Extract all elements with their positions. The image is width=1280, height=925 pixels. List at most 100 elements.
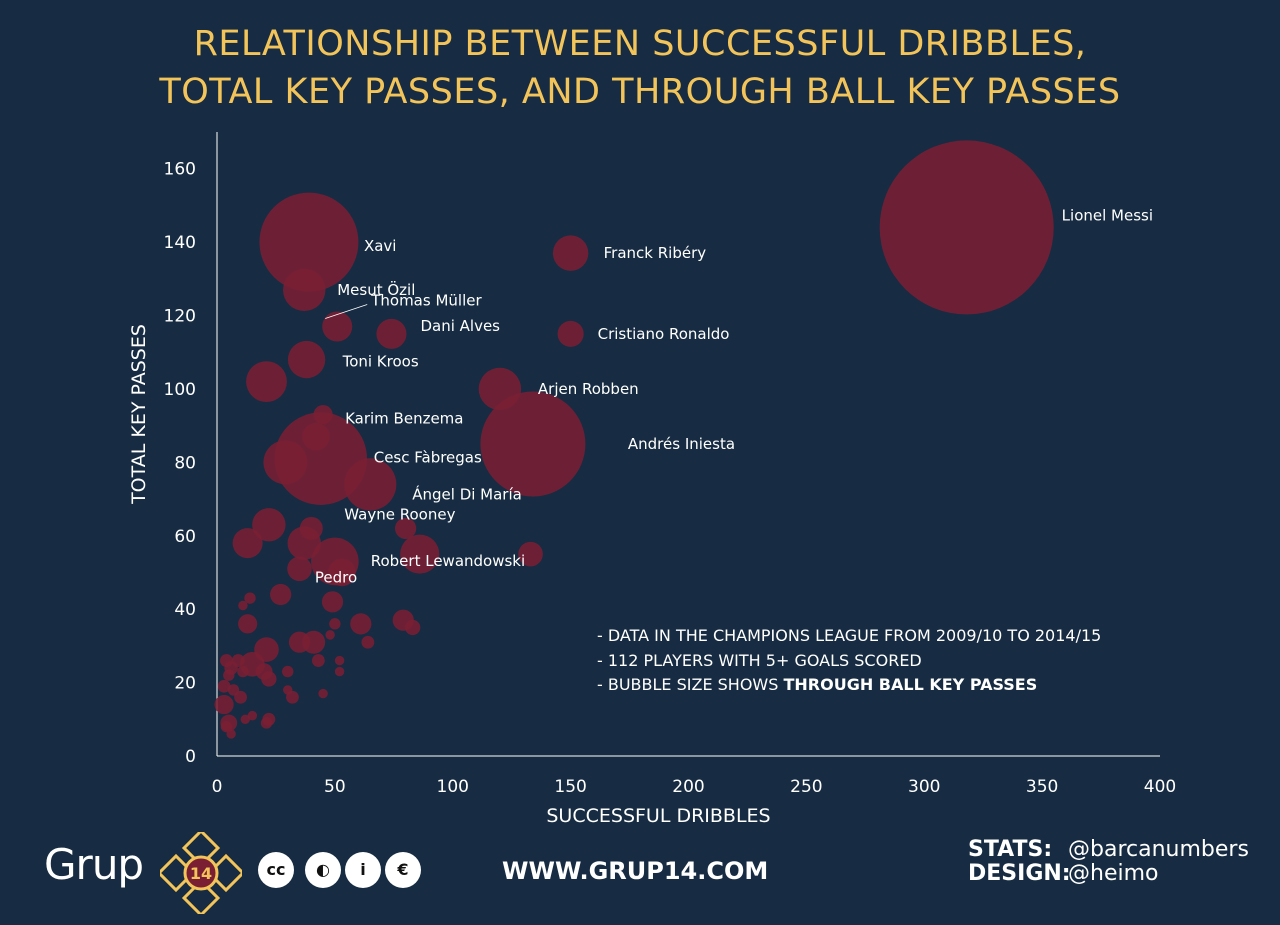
- bubble[interactable]: [252, 508, 286, 542]
- stats-handle[interactable]: @barcanumbers: [1068, 837, 1249, 862]
- bubble-label: Lionel Messi: [1062, 206, 1153, 224]
- x-tick-label: 400: [1144, 777, 1176, 797]
- bubble[interactable]: [361, 635, 375, 649]
- cc-icon: cc: [258, 852, 294, 888]
- grup14-badge-icon: 14: [160, 832, 242, 914]
- bubble-cesc-f-bregas[interactable]: [274, 412, 367, 505]
- bubble-pedro[interactable]: [311, 537, 359, 586]
- note-line-3-prefix: - BUBBLE SIZE SHOWS: [597, 675, 784, 694]
- y-axis-title: TOTAL KEY PASSES: [128, 324, 150, 505]
- bubble-label: Mesut Özil: [337, 280, 415, 299]
- x-tick-label: 200: [672, 777, 704, 797]
- bubble-label: Andrés Iniesta: [628, 435, 735, 453]
- bubble[interactable]: [282, 665, 294, 678]
- bubble[interactable]: [232, 528, 263, 559]
- bubble[interactable]: [237, 665, 249, 678]
- bubble-label: Arjen Robben: [538, 380, 639, 398]
- bubble-label: Thomas Müller: [370, 292, 482, 310]
- design-label: DESIGN:: [968, 861, 1071, 886]
- bubble-label: Robert Lewandowski: [371, 552, 525, 570]
- bubble-label: Karim Benzema: [345, 410, 463, 428]
- note-line-3-bold: THROUGH BALL KEY PASSES: [783, 675, 1038, 694]
- bubble-mesut-zil[interactable]: [283, 268, 326, 312]
- design-handle[interactable]: @heimo: [1068, 861, 1159, 886]
- bubble[interactable]: [318, 688, 328, 699]
- stats-label: STATS:: [968, 837, 1053, 862]
- bubble[interactable]: [246, 361, 287, 402]
- bubble[interactable]: [288, 631, 311, 653]
- grup-logo-text: Grup: [44, 840, 144, 889]
- bubble--ngel-di-mar-a[interactable]: [344, 458, 397, 511]
- bubble[interactable]: [217, 679, 231, 693]
- bubble[interactable]: [311, 654, 325, 667]
- leader-line: [325, 304, 368, 319]
- note-line-2: - 112 PLAYERS WITH 5+ GOALS SCORED: [597, 651, 922, 670]
- y-tick-label: 160: [164, 160, 196, 180]
- y-tick-label: 120: [164, 307, 196, 327]
- website-link[interactable]: WWW.GRUP14.COM: [502, 857, 769, 885]
- x-tick-label: 100: [437, 777, 469, 797]
- x-tick-label: 150: [554, 777, 586, 797]
- bubble-toni-kroos[interactable]: [287, 340, 326, 379]
- bubble[interactable]: [240, 714, 250, 724]
- bubble[interactable]: [261, 671, 277, 687]
- bubble-label: Ángel Di María: [412, 484, 522, 503]
- note-line-3: - BUBBLE SIZE SHOWS THROUGH BALL KEY PAS…: [597, 675, 1037, 694]
- by-icon: ◐: [305, 852, 341, 888]
- bubble-lionel-messi[interactable]: [879, 140, 1054, 315]
- bubble-label: Toni Kroos: [342, 353, 419, 371]
- bubble-label: Cristiano Ronaldo: [598, 325, 730, 343]
- x-tick-label: 0: [212, 777, 223, 797]
- bubble-karim-benzema[interactable]: [313, 405, 333, 425]
- bubble[interactable]: [518, 541, 543, 567]
- bubble-label: Dani Alves: [420, 317, 500, 335]
- bubble[interactable]: [325, 630, 335, 640]
- bubble[interactable]: [270, 583, 292, 606]
- bubble[interactable]: [321, 591, 344, 613]
- bubble-arjen-robben[interactable]: [478, 367, 522, 411]
- bubble-label: Franck Ribéry: [604, 244, 707, 262]
- bubble[interactable]: [226, 729, 236, 739]
- bubble[interactable]: [247, 710, 258, 721]
- bubble-layer: [214, 140, 1054, 739]
- bubble-andr-s-iniesta[interactable]: [480, 391, 586, 497]
- bubble[interactable]: [329, 618, 341, 630]
- bubble[interactable]: [220, 720, 233, 733]
- bubble-franck-rib-ry[interactable]: [552, 235, 589, 271]
- bubble[interactable]: [350, 613, 372, 635]
- bubble[interactable]: [287, 556, 312, 582]
- x-tick-label: 250: [790, 777, 822, 797]
- bubble[interactable]: [214, 695, 234, 715]
- bubble-robert-lewandowski[interactable]: [400, 534, 440, 574]
- bubble[interactable]: [334, 666, 345, 677]
- bubble[interactable]: [286, 690, 299, 704]
- bubble[interactable]: [244, 592, 256, 604]
- y-tick-label: 100: [164, 380, 196, 400]
- bubble-cristiano-ronaldo[interactable]: [557, 320, 584, 347]
- bubble[interactable]: [238, 600, 248, 611]
- bubble-thomas-m-ller[interactable]: [322, 311, 353, 342]
- bubble[interactable]: [334, 655, 345, 666]
- y-tick-label: 0: [185, 747, 196, 767]
- bubble-dani-alves[interactable]: [376, 318, 407, 349]
- bubble-xavi[interactable]: [259, 192, 359, 292]
- bubble-wayne-rooney[interactable]: [299, 516, 323, 540]
- bubble-label: Xavi: [364, 237, 397, 255]
- chart-title-line-1: RELATIONSHIP BETWEEN SUCCESSFUL DRIBBLES…: [193, 24, 1087, 64]
- bubble-label: Wayne Rooney: [344, 505, 455, 523]
- bubble[interactable]: [238, 614, 258, 634]
- bubble[interactable]: [405, 619, 421, 636]
- y-tick-label: 20: [174, 674, 196, 694]
- bubble[interactable]: [260, 717, 273, 729]
- x-axis-title: SUCCESSFUL DRIBBLES: [546, 805, 770, 827]
- bubble[interactable]: [234, 690, 247, 704]
- badge-number: 14: [190, 864, 212, 883]
- y-tick-label: 60: [174, 527, 196, 547]
- bubble[interactable]: [395, 517, 417, 540]
- chart-axes: 0 20 40 60 80 100 120 140 160 0 50 100 150 200 250 300 3…: [128, 132, 1176, 827]
- note-line-1: - DATA IN THE CHAMPIONS LEAGUE FROM 2009…: [597, 626, 1102, 645]
- bubble-label: Cesc Fàbregas: [374, 449, 482, 467]
- bubble[interactable]: [223, 669, 235, 681]
